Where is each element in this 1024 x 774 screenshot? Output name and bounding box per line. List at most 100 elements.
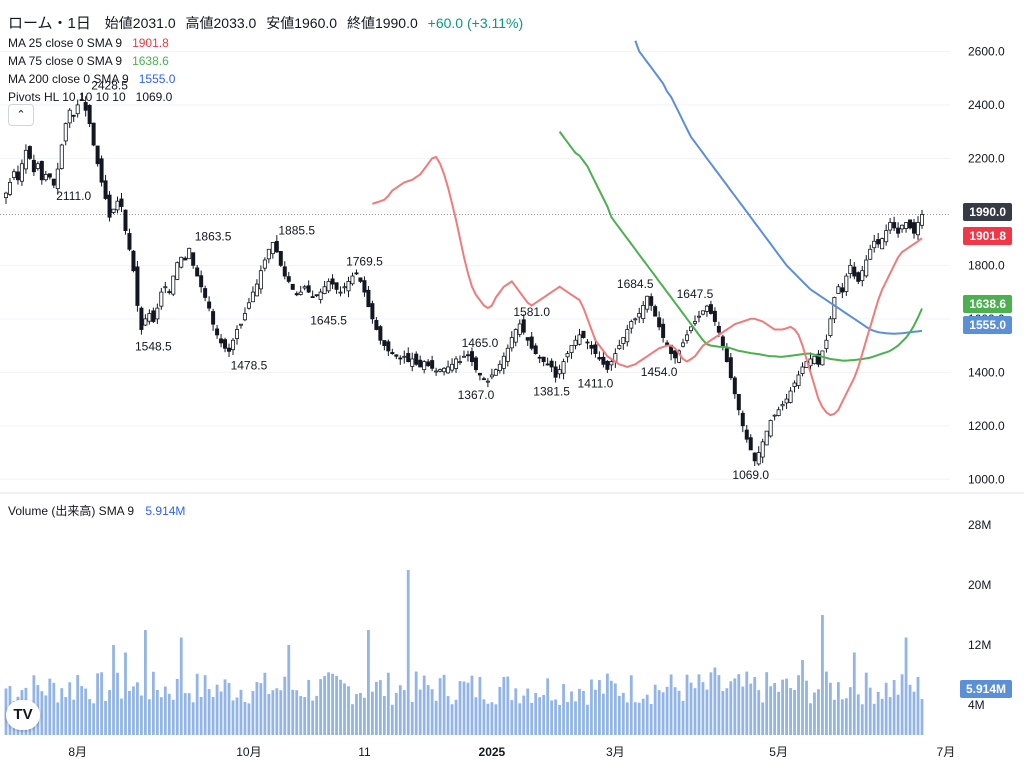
volume-bar [641, 698, 645, 735]
candle-body [469, 351, 474, 363]
volume-bar [570, 691, 573, 735]
candle-body [752, 452, 757, 462]
volume-bar [470, 675, 474, 735]
candle-body [382, 340, 387, 346]
candle-body [557, 369, 562, 375]
volume-bar [753, 677, 757, 735]
candle-body [191, 252, 196, 266]
candle-body [23, 149, 28, 170]
candle-body [477, 372, 482, 376]
candle-body [573, 339, 578, 346]
volume-bar [832, 699, 836, 735]
pivot-label: 1647.5 [677, 287, 714, 301]
volume-bar [434, 700, 438, 735]
candle-body [386, 341, 391, 352]
volume-bar [56, 702, 60, 735]
tradingview-logo-icon[interactable]: TV [6, 700, 40, 730]
candle-body [533, 345, 538, 355]
volume-bar [550, 700, 554, 735]
candle-body [302, 286, 307, 289]
candle-body [537, 356, 542, 359]
volume-bar [785, 678, 788, 735]
volume-bar [163, 686, 167, 735]
price-tick-label: 1800.0 [968, 258, 1005, 272]
candle-body [609, 361, 614, 366]
indicator-ma25[interactable]: MA 25 close 0 SMA 9 1901.8 [8, 36, 169, 50]
candle-body [776, 409, 781, 416]
indicator-value: 1555.0 [138, 72, 176, 86]
candle-body [286, 276, 291, 282]
volume-bar [765, 672, 769, 735]
candle-body [681, 342, 686, 347]
candle-body [27, 146, 32, 159]
symbol-title[interactable]: ローム・1日 [8, 15, 91, 32]
volume-bar [860, 704, 864, 735]
candle-body [362, 280, 367, 293]
volume-bar [239, 689, 243, 735]
price-tag-ma200: 1555.0 [963, 316, 1012, 334]
volume-bar [382, 695, 386, 735]
candle-body [704, 305, 709, 312]
candle-body [390, 352, 395, 355]
volume-bar [717, 675, 721, 735]
candle-body [250, 291, 255, 303]
volume-bar [430, 689, 434, 735]
volume-bar [609, 680, 613, 735]
volume-bar [737, 674, 741, 735]
volume-bar [44, 695, 48, 735]
candle-body [772, 414, 777, 417]
indicator-label: MA 75 close 0 SMA 9 [8, 54, 123, 68]
pivot-label: 1478.5 [231, 358, 268, 372]
volume-bar [478, 676, 482, 735]
candle-body [876, 239, 881, 245]
volume-bar [267, 694, 271, 735]
candle-body [262, 259, 267, 269]
indicator-label: MA 25 close 0 SMA 9 [8, 36, 123, 50]
candle-body [840, 287, 845, 293]
volume-bar [677, 690, 681, 735]
indicator-pivots[interactable]: Pivots HL 10 10 10 10 1069.0 [8, 90, 172, 104]
chevron-up-icon[interactable]: ⌃ [8, 104, 34, 126]
candle-body [175, 262, 180, 280]
candle-body [896, 227, 901, 234]
volume-bar [482, 699, 486, 735]
candle-body [199, 275, 204, 288]
volume-bar [510, 700, 514, 735]
volume-bar [821, 615, 824, 735]
indicator-ma200[interactable]: MA 200 close 0 SMA 9 1555.0 [8, 72, 175, 86]
candle-body [71, 114, 76, 117]
candle-body [274, 240, 279, 253]
candle-body [258, 270, 263, 290]
candle-body [756, 452, 761, 465]
indicator-ma75[interactable]: MA 75 close 0 SMA 9 1638.6 [8, 54, 169, 68]
volume-header[interactable]: Volume (出来高) SMA 9 5.914M [8, 502, 185, 519]
volume-bar [191, 702, 195, 735]
candle-body [728, 357, 733, 379]
candle-body [800, 366, 805, 374]
candle-body [51, 178, 56, 186]
volume-bar [136, 682, 139, 735]
volume-bar [892, 680, 896, 735]
candle-body [844, 275, 849, 292]
candle-body [525, 337, 530, 341]
volume-bar [649, 704, 653, 735]
candle-body [322, 286, 327, 294]
volume-bar [538, 697, 542, 735]
pivot-label: 1069.0 [732, 468, 769, 482]
volume-bar [805, 680, 808, 735]
volume-bar [331, 673, 334, 735]
volume-bar [801, 660, 804, 735]
candle-body [107, 194, 112, 218]
volume-bar [418, 689, 422, 735]
volume-bar [880, 698, 884, 735]
high-value: 高値2033.0 [185, 15, 257, 31]
time-tick-label: 3月 [606, 745, 625, 759]
candle-body [374, 320, 379, 330]
candle-body [497, 363, 502, 372]
volume-bar [530, 702, 534, 735]
volume-bar [562, 683, 565, 735]
volume-bar [601, 693, 605, 735]
candle-body [645, 295, 650, 310]
candle-body [11, 171, 16, 178]
candle-body [812, 355, 817, 365]
